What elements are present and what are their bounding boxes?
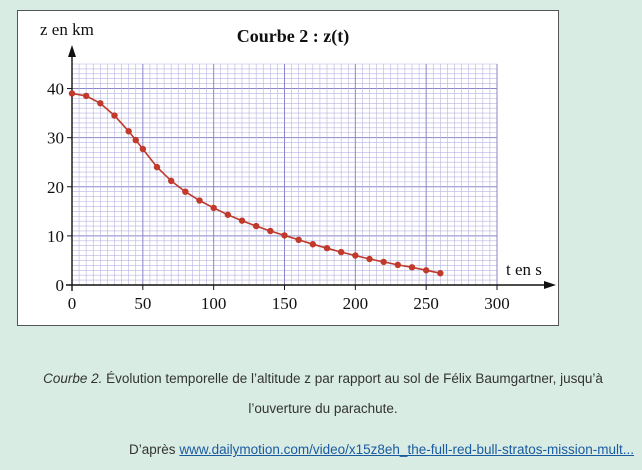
- y-tick-label: 0: [56, 276, 65, 295]
- source-link[interactable]: www.dailymotion.com/video/x15z8eh_the-fu…: [179, 442, 634, 457]
- data-point: [394, 261, 402, 269]
- data-point: [132, 136, 139, 144]
- data-point: [437, 270, 444, 277]
- source-prefix: D’après: [129, 442, 176, 457]
- data-point: [125, 128, 132, 135]
- data-point: [153, 163, 161, 171]
- data-point: [422, 267, 430, 274]
- data-point: [210, 204, 217, 212]
- data-point: [337, 248, 345, 256]
- data-point: [224, 211, 232, 218]
- data-point: [139, 145, 147, 153]
- x-axis-label: t en s: [506, 260, 542, 279]
- data-point: [309, 241, 317, 248]
- data-point: [82, 92, 90, 100]
- data-point: [196, 197, 203, 204]
- data-point: [182, 188, 189, 195]
- chart-panel: 0 50 100 150 200 250 300 0 10 20 30 40 z en km Cour…: [17, 10, 559, 326]
- x-tick-label: 200: [343, 294, 369, 313]
- data-point: [323, 244, 331, 252]
- caption-text: Évolution temporelle de l’altitude z par…: [106, 371, 603, 416]
- x-axis-arrow: [544, 281, 556, 289]
- grid: [72, 63, 498, 285]
- y-tick-label: 10: [47, 227, 64, 246]
- data-point: [267, 227, 274, 235]
- data-point: [252, 222, 260, 230]
- figure-caption: Courbe 2. Évolution temporelle de l’alti…: [12, 364, 634, 424]
- x-tick-label: 300: [484, 294, 510, 313]
- data-point: [167, 177, 175, 185]
- y-axis-label: z en km: [40, 20, 94, 39]
- y-tick-label: 20: [47, 178, 64, 197]
- source-line: D’après www.dailymotion.com/video/x15z8e…: [129, 442, 634, 457]
- data-point: [238, 217, 246, 224]
- series: [68, 90, 444, 277]
- data-point: [352, 252, 359, 259]
- data-point: [68, 90, 76, 97]
- y-tick-label: 30: [47, 129, 64, 148]
- data-point: [408, 264, 416, 271]
- data-point: [380, 258, 387, 266]
- x-tick-label: 100: [201, 294, 227, 313]
- axes: [66, 45, 556, 291]
- data-point: [281, 232, 288, 239]
- caption-label: Courbe 2.: [43, 371, 103, 386]
- data-point: [366, 255, 373, 263]
- tick-labels: 0 50 100 150 200 250 300 0 10 20 30 40: [47, 80, 510, 313]
- x-tick-label: 250: [413, 294, 439, 313]
- chart-title: Courbe 2 : z(t): [237, 26, 349, 47]
- chart-svg: 0 50 100 150 200 250 300 0 10 20 30 40 z en km Cour…: [40, 20, 556, 313]
- data-point: [295, 236, 302, 244]
- data-point: [111, 112, 118, 119]
- y-tick-label: 40: [47, 80, 64, 99]
- data-point: [97, 100, 104, 107]
- x-tick-label: 50: [134, 294, 151, 313]
- y-axis-arrow: [68, 45, 76, 57]
- series-line: [71, 92, 441, 274]
- x-tick-label: 150: [272, 294, 298, 313]
- x-tick-label: 0: [68, 294, 77, 313]
